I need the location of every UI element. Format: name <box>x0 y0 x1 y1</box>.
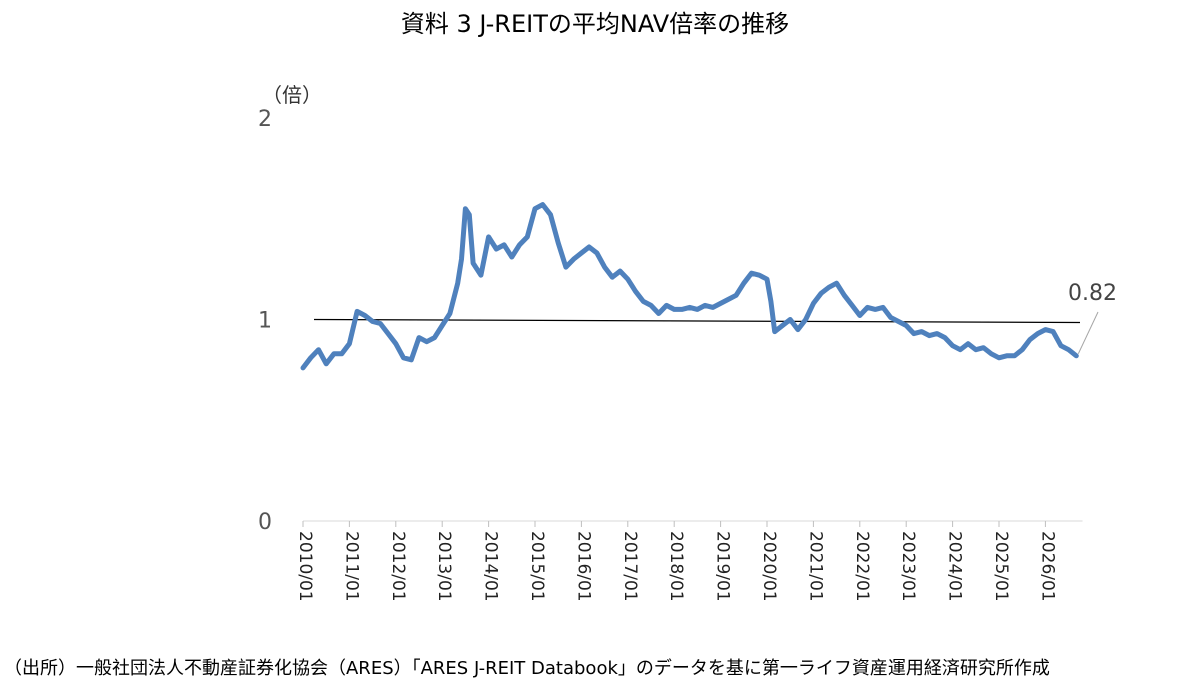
y-tick-label: 2 <box>258 107 272 132</box>
x-tick-label: 2011/01 <box>341 531 361 602</box>
y-tick-label: 1 <box>258 309 272 334</box>
x-tick-label: 2022/01 <box>852 531 872 602</box>
x-tick-label: 2012/01 <box>388 531 408 602</box>
x-tick-label: 2021/01 <box>805 531 825 602</box>
annotation-label: 0.82 <box>1068 281 1117 306</box>
x-tick-label: 2020/01 <box>759 531 779 602</box>
x-axis: 2010/01 2011/01 2012/01 2013/01 2014/01 2015/… <box>295 520 1083 602</box>
x-tick-label: 2025/01 <box>991 531 1011 602</box>
y-axis-unit-label: （倍） <box>262 83 322 107</box>
x-tick-label: 2015/01 <box>527 531 547 602</box>
reference-line-group <box>313 318 1081 324</box>
nav-ratio-line-chart: （倍） 0 1 2 2010/01 2011/01 2012/01 2013/01 2014/… <box>258 83 1117 602</box>
x-tick-label: 2010/01 <box>295 531 315 602</box>
x-tick-label: 2024/01 <box>945 531 965 602</box>
x-tick-label: 2023/01 <box>898 531 918 602</box>
x-tick-label: 2017/01 <box>620 531 640 602</box>
y-tick-label: 0 <box>258 510 272 535</box>
x-tick-label: 2018/01 <box>666 531 686 602</box>
series-line <box>300 202 1079 371</box>
x-tick-label: 2026/01 <box>1037 531 1057 602</box>
x-tick-label: 2013/01 <box>434 531 454 602</box>
source-note: （出所）一般社団法人不動産証券化協会（ARES）「ARES J-REIT Dat… <box>4 658 1050 679</box>
x-tick-label: 2019/01 <box>713 531 733 602</box>
y-axis: （倍） 0 1 2 <box>258 83 322 535</box>
chart-title: 資料 3 J-REITの平均NAV倍率の推移 <box>400 10 790 38</box>
annotation-leader-line <box>1077 311 1099 354</box>
x-tick-label: 2016/01 <box>573 531 593 602</box>
x-tick-label: 2014/01 <box>481 531 501 602</box>
annotation-group: 0.82 <box>1068 281 1117 354</box>
reference-line <box>313 318 1081 324</box>
series-group <box>300 202 1079 371</box>
